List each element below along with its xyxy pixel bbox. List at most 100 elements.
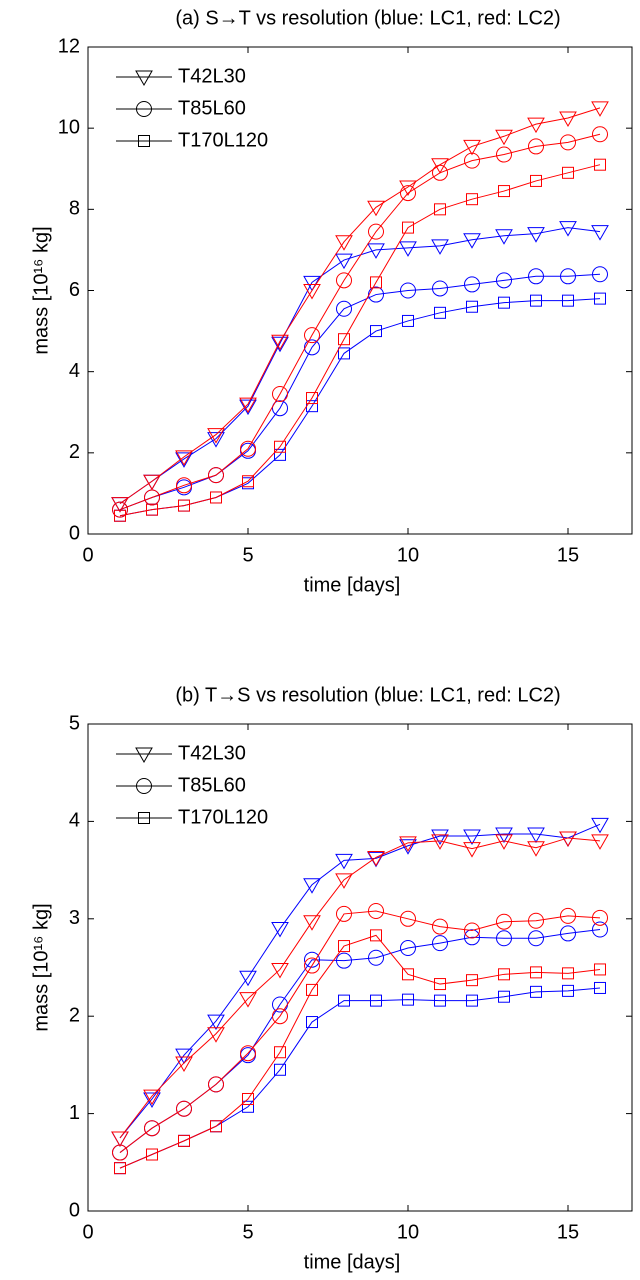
marker-circle [528,268,544,285]
marker-square [146,503,158,516]
marker-circle [496,930,512,947]
marker-circle [560,907,576,924]
marker-circle [144,1120,160,1137]
marker-triangle [175,1056,193,1072]
marker-circle [400,185,416,202]
marker-circle [592,126,608,143]
chart-title: (b) T→S vs resolution (blue: LC1, red: L… [175,684,560,706]
marker-square [562,984,574,997]
marker-square [466,994,478,1007]
marker-circle [432,935,448,952]
x-tick-label: 5 [242,1221,253,1243]
marker-square [274,440,286,453]
marker-triangle [239,397,257,414]
marker-circle [496,272,512,289]
marker-triangle [207,1027,225,1043]
marker-circle [336,272,352,289]
marker-square [114,1162,126,1175]
marker-circle [560,134,576,151]
y-tick-label: 4 [69,810,80,832]
marker-circle [336,300,352,317]
marker-square [434,306,446,319]
marker-circle [400,282,416,299]
marker-square [466,193,478,206]
marker-triangle [527,841,545,857]
x-tick-label: 5 [242,544,253,566]
marker-circle [496,146,512,163]
marker-triangle [135,70,153,87]
marker-circle [304,327,320,344]
series-line [119,910,601,1153]
marker-circle [528,138,544,155]
marker-circle [272,400,288,417]
marker-circle [464,922,480,939]
marker-square [498,968,510,981]
marker-triangle [495,129,513,146]
marker-square [210,491,222,504]
series-line [119,987,601,1169]
marker-square [210,1120,222,1133]
marker-triangle [303,284,321,300]
marker-square [338,333,350,346]
legend-label: T42L30 [178,742,246,764]
marker-triangle [335,853,353,870]
marker-square [370,929,382,942]
marker-square [114,509,126,522]
marker-circle [368,903,384,920]
y-tick-label: 0 [69,1199,80,1221]
marker-triangle [463,842,481,858]
marker-triangle [527,117,545,134]
x-axis-label: time [days] [304,1251,401,1273]
y-tick-label: 10 [58,116,80,138]
marker-square [498,296,510,309]
marker-circle [400,940,416,957]
marker-triangle [271,336,289,353]
marker-triangle [303,915,321,931]
marker-circle [592,909,608,926]
marker-circle [208,467,224,484]
marker-square [402,314,414,327]
series-line [119,823,601,1139]
marker-triangle [303,878,321,894]
marker-triangle [367,200,385,217]
marker-triangle [175,1048,193,1065]
marker-triangle [431,829,449,846]
legend-label: T85L60 [178,97,246,119]
marker-square [530,294,542,307]
marker-circle [336,905,352,922]
x-tick-label: 0 [82,1221,93,1243]
marker-square [338,994,350,1007]
series-line [119,273,601,511]
marker-circle [496,913,512,930]
marker-triangle [143,1089,161,1106]
marker-square [370,994,382,1007]
marker-square [402,968,414,981]
marker-triangle [111,1131,129,1147]
marker-circle [304,957,320,974]
series-line [119,133,601,511]
marker-triangle [431,239,449,255]
marker-triangle [591,834,609,850]
marker-triangle [239,992,257,1008]
marker-square [338,940,350,953]
marker-square [594,292,606,305]
marker-triangle [207,428,225,444]
marker-square [562,294,574,307]
y-tick-label: 4 [69,360,80,382]
marker-triangle [367,243,385,259]
marker-triangle [239,399,257,416]
y-tick-label: 0 [69,522,80,544]
x-tick-label: 15 [557,544,579,566]
legend-label: T170L120 [178,129,268,151]
marker-circle [336,952,352,969]
marker-circle [176,1100,192,1117]
marker-triangle [303,275,321,292]
marker-circle [112,501,128,518]
marker-triangle [143,1092,161,1108]
marker-triangle [591,817,609,834]
y-tick-label: 5 [69,712,80,734]
marker-triangle [495,229,513,245]
marker-triangle [559,111,577,128]
marker-square [274,1063,286,1076]
